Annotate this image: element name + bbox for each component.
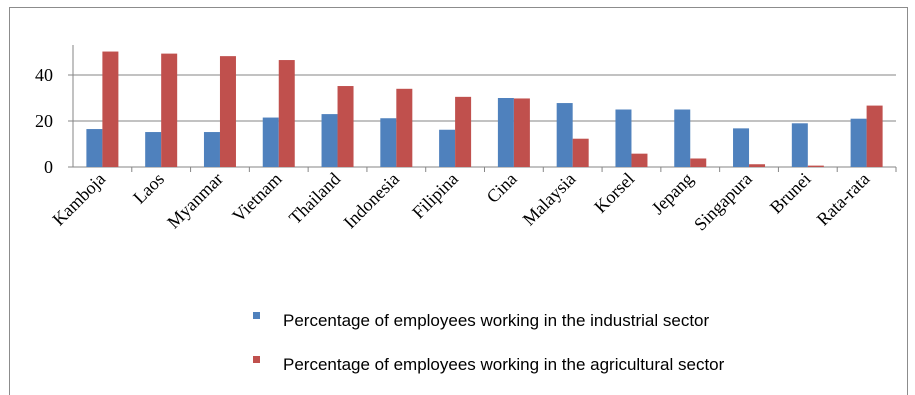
industrial-bar-laos — [145, 132, 162, 167]
industrial-bar-cina — [497, 98, 514, 167]
legend-label-agricultural: Percentage of employees working in the a… — [283, 355, 725, 374]
y-tick-label: 0 — [44, 157, 53, 177]
category-label-rata-rata: Rata-rata — [813, 169, 874, 230]
y-tick-label: 40 — [35, 65, 53, 85]
agricultural-bar-indonesia — [396, 88, 413, 167]
industrial-bar-korsel — [615, 109, 632, 167]
industrial-bar-vietnam — [262, 117, 279, 167]
agricultural-bar-filipina — [455, 96, 472, 167]
category-label-cina: Cina — [483, 169, 521, 207]
bars — [86, 51, 883, 167]
gridlines — [68, 74, 896, 168]
industrial-bar-malaysia — [556, 103, 573, 167]
agricultural-bar-rata-rata — [866, 105, 883, 167]
agricultural-bar-cina — [513, 98, 530, 167]
agricultural-bar-thailand — [337, 86, 354, 167]
y-tick-labels: 0 20 40 — [35, 65, 53, 177]
industrial-bar-jepang — [674, 109, 691, 167]
category-label-filipina: Filipina — [408, 169, 462, 223]
industrial-bar-myanmar — [203, 132, 220, 167]
category-label-kamboja: Kamboja — [48, 169, 109, 230]
axes — [72, 45, 896, 168]
agricultural-bar-vietnam — [278, 60, 295, 167]
category-label-brunei: Brunei — [766, 169, 815, 218]
legend-label-industrial: Percentage of employees working in the i… — [283, 311, 710, 330]
legend-swatch-agricultural — [253, 356, 260, 363]
y-tick-label: 20 — [35, 111, 53, 131]
legend-swatch-industrial — [253, 312, 260, 319]
category-label-thailand: Thailand — [285, 169, 344, 228]
category-label-myanmar: Myanmar — [163, 169, 227, 233]
agricultural-bar-malaysia — [572, 138, 589, 167]
legend: Percentage of employees working in the i… — [253, 311, 725, 374]
agricultural-bar-singapura — [749, 164, 766, 167]
industrial-bar-kamboja — [86, 129, 103, 167]
category-label-singapura: Singapura — [690, 169, 756, 235]
industrial-bar-brunei — [791, 123, 808, 167]
category-label-korsel: Korsel — [590, 169, 638, 217]
category-label-indonesia: Indonesia — [340, 169, 404, 233]
category-label-laos: Laos — [129, 169, 168, 208]
agricultural-bar-brunei — [807, 165, 824, 167]
industrial-bar-singapura — [733, 128, 750, 167]
agricultural-bar-korsel — [631, 153, 648, 167]
category-label-malaysia: Malaysia — [519, 169, 580, 230]
agricultural-bar-jepang — [690, 158, 707, 167]
agricultural-bar-myanmar — [219, 56, 236, 167]
industrial-bar-rata-rata — [850, 118, 867, 167]
industrial-bar-filipina — [439, 129, 456, 167]
chart-frame — [9, 7, 908, 395]
agricultural-bar-laos — [161, 53, 178, 167]
agricultural-bar-kamboja — [102, 51, 119, 167]
category-label-jepang: Jepang — [648, 169, 697, 218]
industrial-bar-thailand — [321, 114, 338, 167]
industrial-bar-indonesia — [380, 118, 397, 167]
category-label-vietnam: Vietnam — [228, 169, 285, 226]
